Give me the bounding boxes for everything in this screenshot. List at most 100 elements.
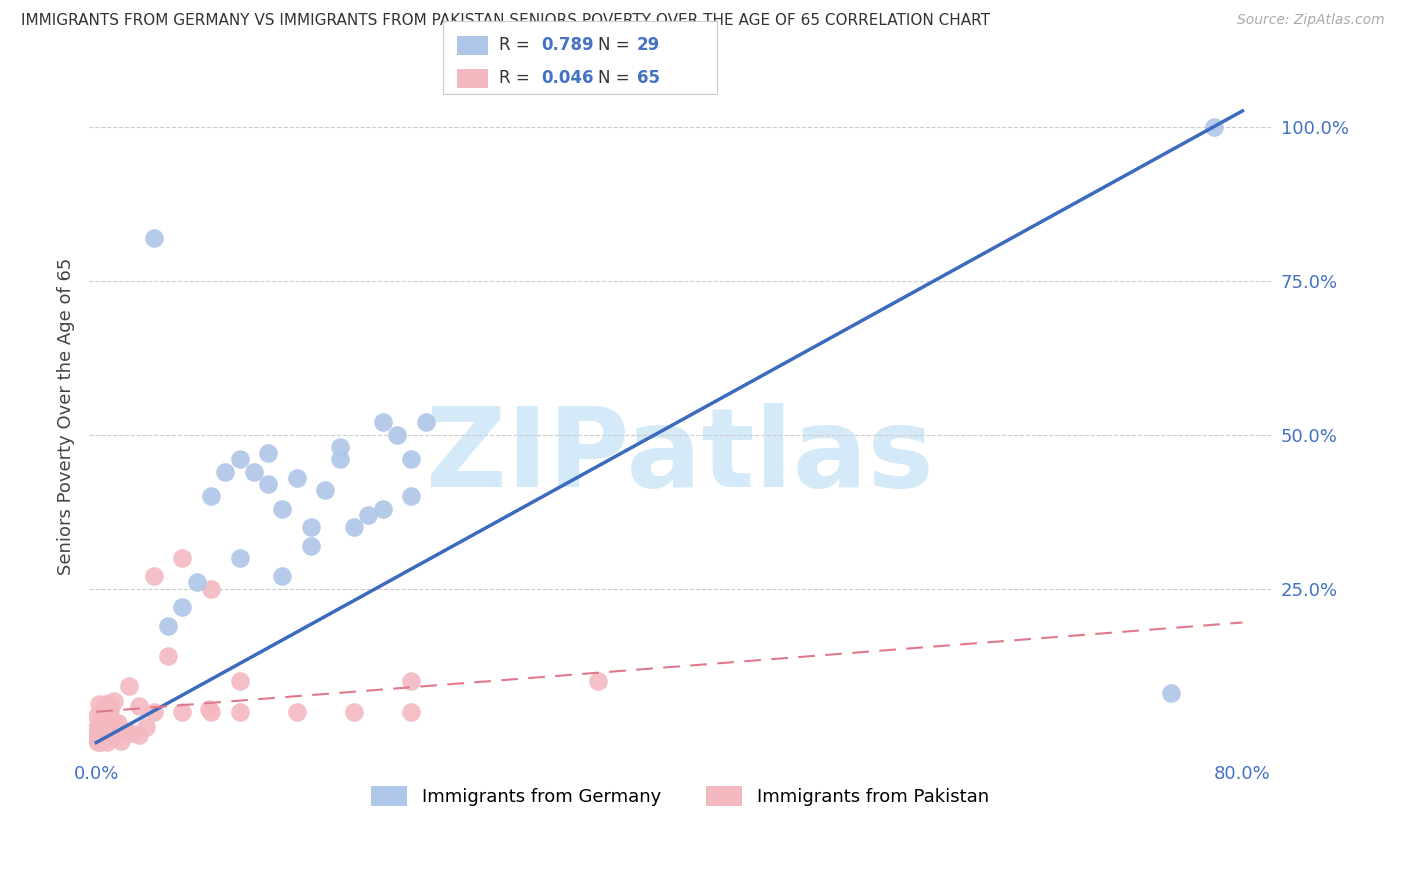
- Point: [329, 440, 352, 454]
- Point: [243, 465, 266, 479]
- Point: [107, 715, 129, 730]
- Point: [98, 713, 121, 727]
- Text: 29: 29: [637, 37, 661, 54]
- Text: 0.046: 0.046: [541, 70, 593, 87]
- Point: [120, 726, 142, 740]
- Legend: Immigrants from Germany, Immigrants from Pakistan: Immigrants from Germany, Immigrants from…: [364, 779, 995, 814]
- Point: [94, 724, 117, 739]
- Point: [135, 720, 157, 734]
- Point: [93, 718, 115, 732]
- Point: [214, 465, 236, 479]
- Point: [385, 427, 408, 442]
- Point: [401, 452, 423, 467]
- Point: [87, 697, 110, 711]
- Point: [257, 446, 280, 460]
- Point: [87, 731, 110, 745]
- Text: 65: 65: [637, 70, 659, 87]
- Text: 0.789: 0.789: [541, 37, 593, 54]
- Text: IMMIGRANTS FROM GERMANY VS IMMIGRANTS FROM PAKISTAN SENIORS POVERTY OVER THE AGE: IMMIGRANTS FROM GERMANY VS IMMIGRANTS FR…: [21, 13, 990, 29]
- Point: [118, 679, 141, 693]
- Point: [90, 729, 112, 743]
- Point: [200, 705, 222, 719]
- Text: ZIPatlas: ZIPatlas: [426, 403, 934, 510]
- Point: [86, 709, 108, 723]
- Point: [299, 539, 322, 553]
- Point: [156, 649, 179, 664]
- Point: [271, 501, 294, 516]
- Point: [357, 508, 380, 522]
- Point: [91, 733, 114, 747]
- Text: Source: ZipAtlas.com: Source: ZipAtlas.com: [1237, 13, 1385, 28]
- Point: [172, 705, 194, 719]
- Point: [101, 714, 124, 729]
- Point: [401, 489, 423, 503]
- Point: [86, 732, 108, 747]
- Point: [329, 452, 352, 467]
- Text: N =: N =: [598, 37, 634, 54]
- Point: [86, 735, 108, 749]
- Point: [401, 673, 423, 688]
- Point: [371, 415, 394, 429]
- Point: [93, 723, 115, 737]
- Point: [228, 673, 250, 688]
- Point: [142, 705, 165, 719]
- Point: [90, 734, 112, 748]
- Point: [142, 569, 165, 583]
- Point: [96, 723, 118, 738]
- Point: [87, 731, 110, 746]
- Point: [105, 725, 128, 739]
- Point: [97, 697, 120, 711]
- Point: [98, 704, 121, 718]
- Point: [114, 724, 136, 739]
- Y-axis label: Seniors Poverty Over the Age of 65: Seniors Poverty Over the Age of 65: [58, 258, 75, 574]
- Text: N =: N =: [598, 70, 634, 87]
- Point: [285, 705, 308, 719]
- Point: [142, 230, 165, 244]
- Point: [110, 734, 132, 748]
- Point: [271, 569, 294, 583]
- Point: [89, 718, 111, 732]
- Point: [197, 702, 219, 716]
- Point: [401, 705, 423, 719]
- Point: [172, 550, 194, 565]
- Point: [128, 728, 150, 742]
- Point: [586, 673, 609, 688]
- Point: [172, 600, 194, 615]
- Point: [94, 721, 117, 735]
- Point: [200, 489, 222, 503]
- Point: [86, 727, 108, 741]
- Point: [93, 731, 115, 746]
- Point: [97, 703, 120, 717]
- Point: [156, 618, 179, 632]
- Point: [89, 727, 111, 741]
- Point: [98, 730, 121, 744]
- Point: [86, 734, 108, 748]
- Point: [86, 723, 108, 737]
- Text: R =: R =: [499, 37, 536, 54]
- Point: [87, 732, 110, 747]
- Point: [103, 730, 125, 744]
- Point: [371, 501, 394, 516]
- Point: [1202, 120, 1225, 134]
- Point: [343, 520, 366, 534]
- Point: [128, 698, 150, 713]
- Point: [1160, 686, 1182, 700]
- Point: [299, 520, 322, 534]
- Point: [86, 727, 108, 741]
- Point: [343, 705, 366, 719]
- Point: [90, 735, 112, 749]
- Point: [94, 732, 117, 747]
- Point: [96, 729, 118, 743]
- Point: [257, 477, 280, 491]
- Point: [228, 705, 250, 719]
- Point: [228, 452, 250, 467]
- Point: [91, 711, 114, 725]
- Point: [104, 730, 127, 744]
- Point: [89, 726, 111, 740]
- Point: [86, 722, 108, 736]
- Point: [89, 730, 111, 744]
- Point: [314, 483, 336, 497]
- Point: [103, 694, 125, 708]
- Point: [228, 550, 250, 565]
- Point: [96, 735, 118, 749]
